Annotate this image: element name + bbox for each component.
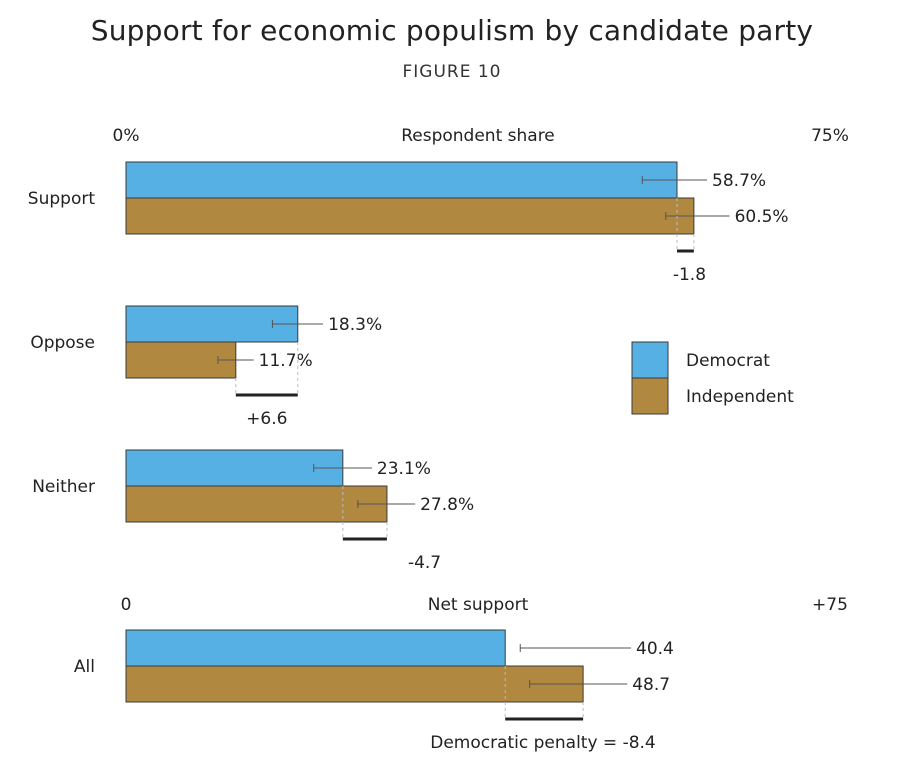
bar-independent (125, 665, 584, 703)
legend-label: Independent (686, 387, 794, 407)
axis-max-label: 75% (811, 126, 849, 146)
data-label: 58.7% (712, 171, 766, 191)
chart-title: Support for economic populism by candida… (90, 14, 814, 47)
axis-title: Respondent share (401, 126, 555, 146)
legend-label: Democrat (686, 351, 770, 371)
difference-label: Democratic penalty = -8.4 (430, 733, 656, 753)
category-label: Support (28, 189, 96, 209)
difference-label: -4.7 (408, 553, 441, 573)
figure-label: FIGURE 10 (402, 62, 502, 82)
data-label: 48.7 (632, 675, 670, 695)
data-label: 60.5% (735, 207, 789, 227)
data-label: 18.3% (328, 315, 382, 335)
bar-democrat (125, 161, 678, 199)
bar-independent (125, 197, 695, 235)
data-label: 23.1% (377, 459, 431, 479)
difference-label: -1.8 (673, 265, 706, 285)
bar-democrat (125, 629, 506, 667)
bar-democrat (125, 449, 344, 487)
axis-title: Net support (428, 595, 529, 615)
axis-min-label: 0 (121, 595, 132, 615)
category-label: All (74, 657, 95, 677)
legend-swatch-independent (631, 377, 669, 415)
category-label: Oppose (30, 333, 95, 353)
bar-independent (125, 485, 388, 523)
data-label: 40.4 (636, 639, 674, 659)
difference-label: +6.6 (246, 409, 287, 429)
axis-max-label: +75 (812, 595, 848, 615)
category-label: Neither (32, 477, 95, 497)
axis-min-label: 0% (113, 126, 140, 146)
data-label: 11.7% (259, 351, 313, 371)
data-label: 27.8% (420, 495, 474, 515)
bar-democrat (125, 305, 299, 343)
legend-swatch-democrat (631, 341, 669, 379)
